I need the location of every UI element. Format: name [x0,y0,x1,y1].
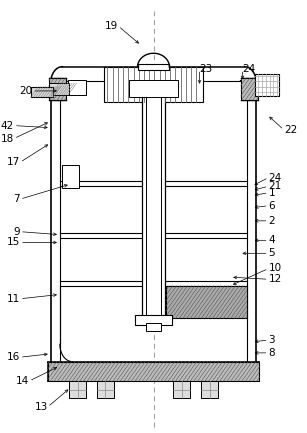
Bar [31,87,53,97]
Text: 6: 6 [269,200,275,211]
Bar [97,381,114,398]
Text: 12: 12 [269,274,282,284]
Bar [255,74,279,96]
Bar [138,64,169,70]
Text: 5: 5 [269,248,275,259]
Bar [68,80,86,95]
Text: 24: 24 [269,172,282,183]
Text: 18: 18 [1,133,14,144]
Text: 3: 3 [269,335,275,345]
Text: 21: 21 [269,181,282,191]
Bar [166,286,247,318]
Text: 4: 4 [269,235,275,246]
Text: 9: 9 [13,226,20,237]
Text: 2: 2 [269,216,275,226]
Bar [49,83,69,95]
Text: 10: 10 [269,263,282,274]
Text: 8: 8 [269,348,275,358]
Bar [104,67,203,102]
Text: 19: 19 [105,21,118,31]
Text: 42: 42 [1,120,14,131]
Bar [69,381,86,398]
Bar [135,315,172,325]
Bar [48,362,259,381]
Text: 14: 14 [16,376,29,386]
Bar [49,78,66,100]
Text: 7: 7 [13,194,20,204]
Bar [241,78,258,100]
Bar [146,323,161,331]
Text: 13: 13 [34,402,48,412]
Bar [146,96,161,315]
Bar [201,381,218,398]
Bar [142,95,165,318]
Text: 23: 23 [200,64,213,74]
Text: 20: 20 [19,86,32,96]
Text: 24: 24 [243,64,256,74]
Text: 17: 17 [7,157,20,168]
Text: 1: 1 [269,187,275,198]
Bar [173,381,190,398]
Bar [62,165,79,188]
Text: 15: 15 [7,237,20,248]
Bar [129,80,178,97]
Text: 16: 16 [7,352,20,362]
Text: 22: 22 [284,125,297,135]
Text: 11: 11 [7,294,20,304]
